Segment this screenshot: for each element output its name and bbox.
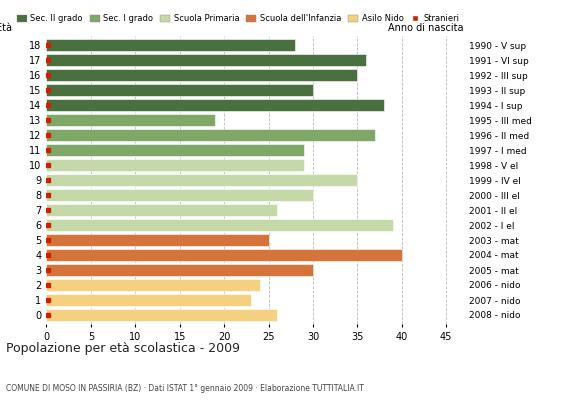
Bar [46, 129, 375, 141]
Bar [46, 39, 295, 51]
Bar [46, 279, 260, 291]
Text: COMUNE DI MOSO IN PASSIRIA (BZ) · Dati ISTAT 1° gennaio 2009 · Elaborazione TUTT: COMUNE DI MOSO IN PASSIRIA (BZ) · Dati I… [6, 384, 364, 393]
Legend: Sec. II grado, Sec. I grado, Scuola Primaria, Scuola dell'Infanzia, Asilo Nido, : Sec. II grado, Sec. I grado, Scuola Prim… [17, 14, 460, 23]
Bar [46, 249, 402, 261]
Bar [46, 54, 366, 66]
Bar [46, 189, 313, 201]
Bar [46, 159, 304, 171]
Bar [46, 264, 313, 276]
Text: Anno di nascita: Anno di nascita [389, 23, 464, 33]
Bar [46, 294, 251, 306]
Text: Popolazione per età scolastica - 2009: Popolazione per età scolastica - 2009 [6, 342, 240, 355]
Bar [46, 99, 384, 111]
Bar [46, 174, 357, 186]
Bar [46, 114, 215, 126]
Bar [46, 204, 277, 216]
Text: Età: Età [0, 23, 12, 33]
Bar [46, 309, 277, 321]
Bar [46, 69, 357, 81]
Bar [46, 84, 313, 96]
Bar [46, 144, 304, 156]
Bar [46, 234, 269, 246]
Bar [46, 219, 393, 231]
